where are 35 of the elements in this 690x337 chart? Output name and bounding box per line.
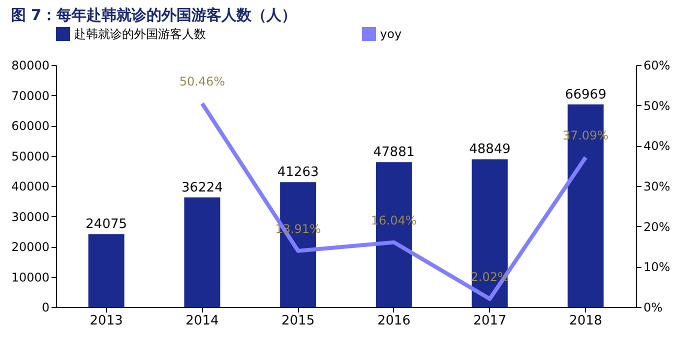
legend-label: yoy (380, 27, 402, 41)
y-tick-label: 0 (42, 300, 50, 314)
data-label: 24075 (86, 217, 128, 232)
y2-tick-label: 0% (644, 300, 663, 314)
y2-tick-label: 10% (644, 260, 670, 274)
x-tick-label: 2018 (569, 314, 602, 328)
bar (472, 159, 508, 307)
y-tick-label: 30000 (11, 210, 50, 224)
y2-tick-label: 40% (644, 139, 670, 154)
y2-tick-label: 20% (644, 220, 670, 234)
data-label: 36224 (182, 180, 223, 196)
bar (88, 234, 124, 307)
data-label: 50.46% (179, 74, 226, 88)
legend-label: 赴韩就诊的外国游客人数 (74, 27, 206, 41)
x-tick-label: 2014 (186, 314, 219, 328)
data-label: 48849 (469, 142, 510, 158)
chart-title: 图 7：每年赴韩就诊的外国游客人数（人） (10, 6, 296, 24)
data-label: 41263 (277, 165, 319, 180)
y-tick-label: 40000 (11, 180, 50, 194)
x-tick-label: 2016 (377, 314, 410, 328)
y-tick-label: 60000 (11, 119, 50, 133)
y2-tick-label: 50% (644, 98, 670, 113)
y-tick-label: 10000 (11, 270, 50, 284)
data-label: 47881 (373, 145, 415, 160)
y2-tick-label: 30% (644, 180, 670, 194)
x-tick-label: 2013 (90, 314, 123, 328)
x-tick-label: 2015 (282, 314, 315, 328)
y-tick-label: 70000 (11, 88, 50, 103)
y-tick-label: 50000 (11, 149, 50, 164)
y-tick-label: 80000 (11, 58, 50, 72)
data-label: 66969 (564, 87, 606, 102)
y2-tick-label: 60% (644, 58, 670, 72)
bar (184, 197, 220, 307)
x-tick-label: 2017 (473, 314, 506, 328)
y-tick-label: 20000 (11, 240, 50, 254)
